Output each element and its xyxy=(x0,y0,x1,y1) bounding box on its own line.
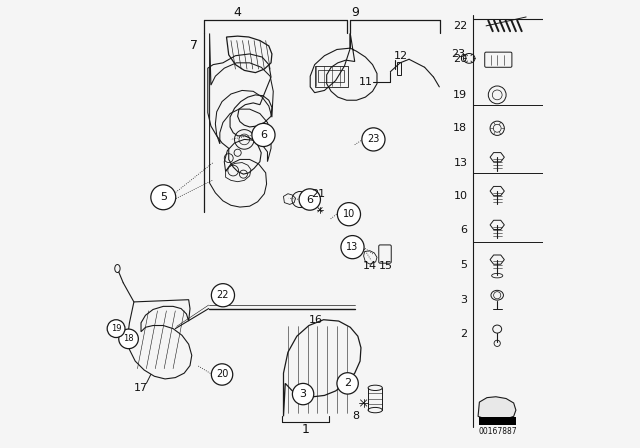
Circle shape xyxy=(362,128,385,151)
Text: 14: 14 xyxy=(364,261,378,271)
Bar xyxy=(397,62,401,75)
Text: 6: 6 xyxy=(307,194,313,205)
Text: 6: 6 xyxy=(260,130,267,140)
Text: 15: 15 xyxy=(379,261,393,271)
Circle shape xyxy=(337,202,360,226)
Circle shape xyxy=(337,373,358,394)
Text: 13: 13 xyxy=(346,242,358,252)
Circle shape xyxy=(341,236,364,259)
Circle shape xyxy=(252,123,275,146)
Text: 21: 21 xyxy=(312,189,326,199)
Text: 19: 19 xyxy=(453,90,467,100)
Text: 7: 7 xyxy=(191,39,198,52)
Text: 19: 19 xyxy=(111,324,122,333)
Text: 1: 1 xyxy=(302,423,310,436)
Bar xyxy=(479,417,516,425)
Text: 13: 13 xyxy=(453,158,467,168)
Text: 8: 8 xyxy=(352,411,359,421)
Text: 3: 3 xyxy=(460,295,467,305)
Text: 16: 16 xyxy=(308,315,323,325)
Text: 11: 11 xyxy=(359,77,373,86)
Circle shape xyxy=(299,189,321,210)
Circle shape xyxy=(151,185,176,210)
Text: 23: 23 xyxy=(367,134,380,144)
Text: 20: 20 xyxy=(216,370,228,379)
Text: 9: 9 xyxy=(352,6,360,19)
Text: 18: 18 xyxy=(453,123,467,133)
Text: 12: 12 xyxy=(394,51,408,61)
Text: 2: 2 xyxy=(344,379,351,388)
Polygon shape xyxy=(478,397,516,419)
Circle shape xyxy=(119,329,138,349)
Circle shape xyxy=(292,383,314,405)
Circle shape xyxy=(107,320,125,337)
Text: 00167887: 00167887 xyxy=(479,426,517,435)
Text: 20: 20 xyxy=(453,54,467,64)
Text: 5: 5 xyxy=(460,260,467,270)
Circle shape xyxy=(211,284,234,307)
Text: 22: 22 xyxy=(217,290,229,300)
Text: 10: 10 xyxy=(343,209,355,219)
Text: 4: 4 xyxy=(234,6,241,19)
Text: 6: 6 xyxy=(460,225,467,235)
Text: 2: 2 xyxy=(460,329,467,340)
Bar xyxy=(318,70,344,82)
Circle shape xyxy=(211,364,233,385)
Text: 23: 23 xyxy=(451,49,465,59)
Text: 17: 17 xyxy=(134,383,148,393)
Text: 22: 22 xyxy=(453,21,467,31)
Text: 18: 18 xyxy=(124,334,134,343)
Bar xyxy=(315,65,348,87)
Text: 5: 5 xyxy=(160,192,167,202)
Text: 3: 3 xyxy=(300,389,307,399)
Text: 10: 10 xyxy=(453,191,467,202)
